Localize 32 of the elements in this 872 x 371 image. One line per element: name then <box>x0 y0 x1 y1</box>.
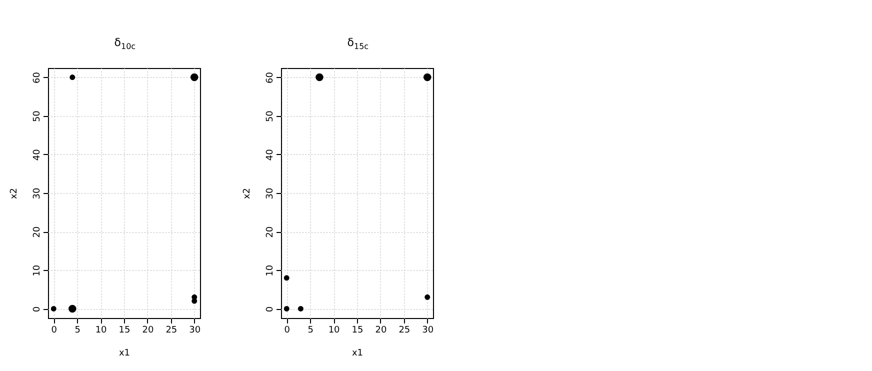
x-tick-label: 5 <box>74 326 80 336</box>
x-tick-label: 10 <box>328 326 340 336</box>
x-tick-label: 0 <box>51 326 58 336</box>
y-tick-label: 40 <box>266 148 276 161</box>
y-tick-label: 20 <box>266 226 276 238</box>
y-tick-label: 30 <box>266 188 276 200</box>
y-tick-label: 0 <box>266 306 276 312</box>
x-tick-label: 20 <box>142 326 154 336</box>
y-tick-label: 0 <box>32 306 42 312</box>
y-tick-label: 50 <box>266 110 276 122</box>
x-tick-label: 25 <box>166 326 178 336</box>
y-tick-label: 40 <box>32 148 42 161</box>
y-tick-label: 20 <box>32 226 42 238</box>
y-tick-label: 60 <box>266 72 276 84</box>
y-axis-title: x2 <box>10 188 20 200</box>
y-axis-title: x2 <box>242 188 252 200</box>
x-tick-label: 15 <box>118 326 130 336</box>
y-tick-label: 50 <box>32 110 42 122</box>
x-tick-label: 30 <box>189 326 201 336</box>
y-tick-label: 10 <box>266 264 276 276</box>
x-axis-title: x1 <box>118 348 130 358</box>
x-tick-label: 15 <box>352 326 364 336</box>
x-tick-label: 10 <box>95 326 108 336</box>
y-tick-label: 30 <box>32 188 42 200</box>
x-tick-label: 20 <box>375 326 387 336</box>
y-tick-label: 60 <box>32 72 42 84</box>
x-axis-title: x1 <box>352 348 364 358</box>
x-tick-label: 0 <box>284 326 290 336</box>
x-tick-label: 5 <box>308 326 314 336</box>
x-tick-label: 25 <box>398 326 410 336</box>
y-tick-label: 10 <box>32 264 42 276</box>
x-tick-label: 30 <box>422 326 434 336</box>
